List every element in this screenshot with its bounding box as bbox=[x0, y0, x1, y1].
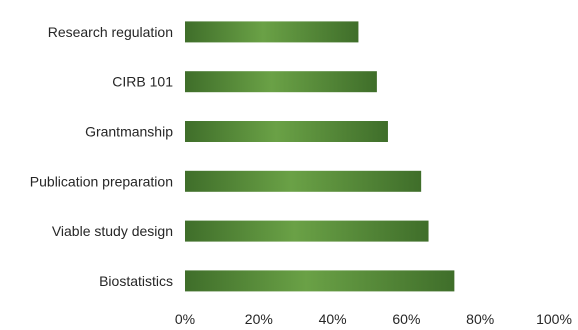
x-tick-label: 60% bbox=[392, 311, 420, 327]
x-tick-label: 0% bbox=[175, 311, 195, 327]
x-tick-label: 20% bbox=[245, 311, 273, 327]
category-label: Publication preparation bbox=[30, 173, 173, 189]
bar-cirb-101 bbox=[185, 71, 377, 93]
bar-biostatistics bbox=[185, 270, 455, 292]
bar-research-regulation bbox=[185, 21, 359, 43]
category-label: Grantmanship bbox=[85, 124, 173, 140]
x-tick-label: 80% bbox=[466, 311, 494, 327]
category-labels: Research regulation CIRB 101 Grantmanship P… bbox=[30, 24, 173, 289]
category-label: Viable study design bbox=[52, 223, 173, 239]
category-label: Biostatistics bbox=[99, 273, 173, 289]
bar-publication-preparation bbox=[185, 170, 422, 192]
bar-viable-study-design bbox=[185, 220, 429, 242]
bars-group bbox=[185, 21, 455, 292]
x-tick-label: 100% bbox=[536, 311, 572, 327]
category-label: Research regulation bbox=[48, 24, 173, 40]
bar-grantmanship bbox=[185, 121, 388, 142]
category-label: CIRB 101 bbox=[112, 74, 173, 90]
x-tick-label: 40% bbox=[319, 311, 347, 327]
x-axis-tick-labels: 0% 20% 40% 60% 80% 100% bbox=[175, 311, 572, 327]
